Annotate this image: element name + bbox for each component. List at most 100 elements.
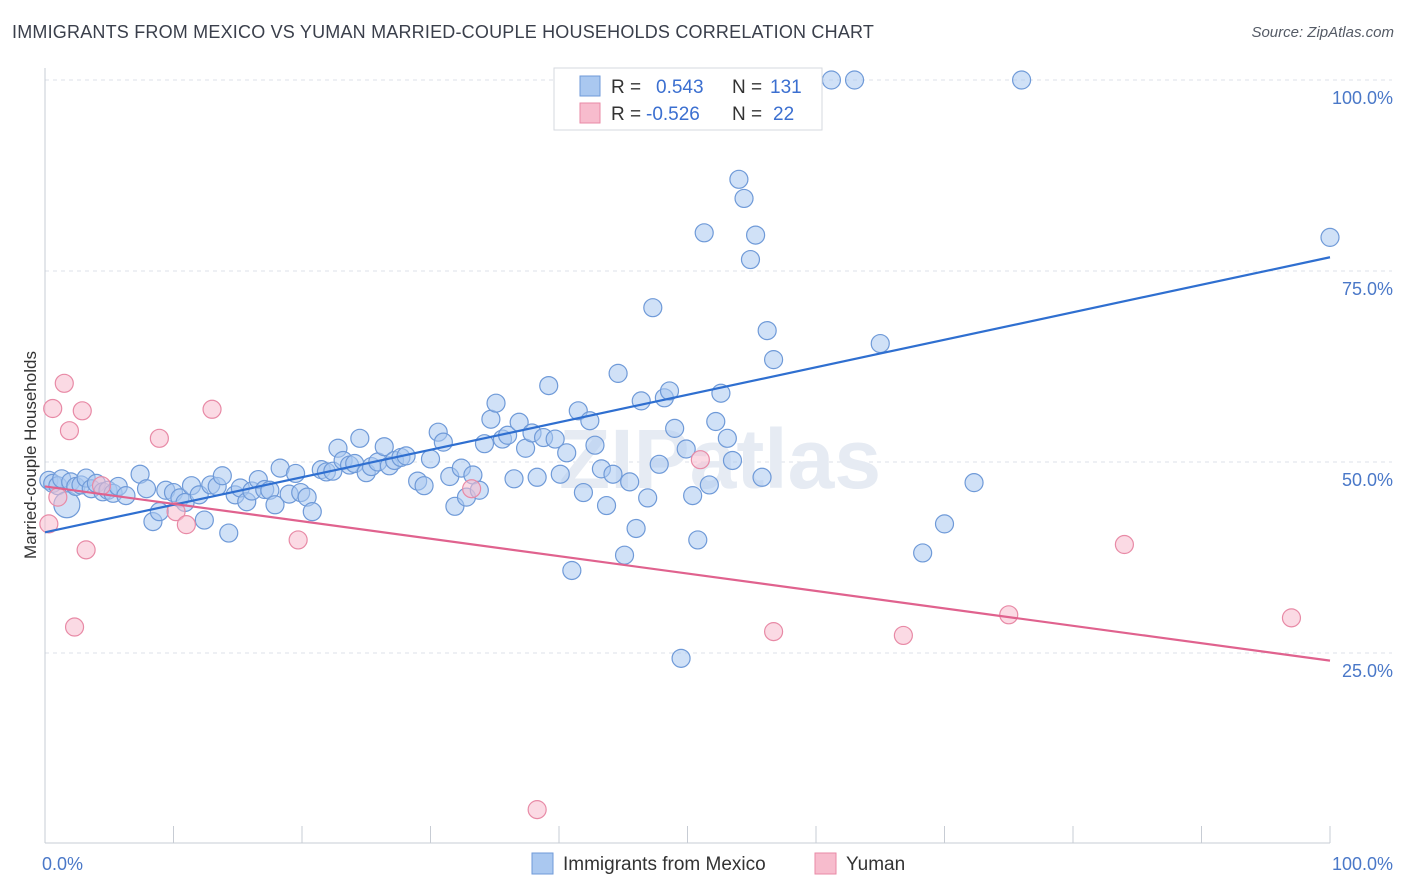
mexico-point-125 [844,70,865,90]
stats-n-value-pink: 22 [773,104,794,125]
yuman-point-9 [149,428,169,448]
stats-legend-swatch-blue [579,75,601,97]
mexico-point-105 [665,418,685,438]
mexico-point-116 [729,169,749,189]
y-tick-label-1: 50.0% [1342,470,1393,490]
mexico-point-81 [527,467,547,487]
x-tick-label-1: 100.0% [1332,854,1393,874]
legend-swatch-immigrants-from-mexico [531,852,554,875]
axes [44,68,1331,844]
mexico-point-114 [717,428,737,448]
yuman-point-17 [763,622,784,642]
trend-line-yuman [44,485,1331,662]
mexico-point-131 [1320,227,1340,247]
mexico-point-17 [136,479,157,499]
stats-n-label-pink: N = [732,104,762,125]
yuman-point-12 [202,399,222,419]
mexico-point-129 [964,473,984,493]
mexico-point-126 [870,333,890,354]
x-tick-label-0: 0.0% [42,854,83,874]
mexico-point-85 [550,464,570,484]
yuman-point-11 [176,515,196,535]
trend-line-immigrants-from-mexico [44,256,1331,534]
mexico-point-87 [562,560,582,581]
stats-n-label-blue: N = [732,77,762,98]
mexico-point-98 [626,518,646,539]
yuman-point-16 [690,450,710,470]
stats-legend-swatch-pink [579,102,601,124]
trend-lines [44,256,1331,662]
yuman-point-6 [72,401,92,421]
mexico-point-44 [302,502,322,522]
stats-r-label-blue: R = [611,77,641,98]
mexico-point-99 [631,391,651,411]
legend-swatch-yuman [814,852,837,875]
mexico-point-63 [420,449,441,469]
y-tick-label-2: 75.0% [1342,279,1393,299]
mexico-point-128 [934,514,955,534]
yuman-point-10 [166,502,186,522]
mexico-point-86 [557,443,577,463]
mexico-point-122 [763,350,784,370]
mexico-point-111 [699,475,719,495]
mexico-point-120 [752,467,772,487]
yuman-point-3 [54,373,74,393]
mexico-point-97 [620,472,640,492]
mexico-point-26 [194,510,214,530]
y-axis-title: Married-couple Households [21,351,40,559]
mexico-point-38 [265,495,285,515]
grid-lines [45,79,1392,654]
mexico-point-89 [573,482,594,503]
stats-r-label-pink: R = [611,104,641,125]
chart-source: Source: ZipAtlas.com [1251,24,1394,41]
mexico-point-106 [671,648,691,668]
yuman-point-7 [76,540,96,560]
mexico-point-74 [486,393,506,413]
mexico-point-29 [212,466,232,486]
stats-r-value-blue: 0.543 [656,77,704,98]
mexico-point-96 [614,545,635,565]
mexico-point-95 [608,363,628,383]
mexico-point-62 [414,476,434,496]
mexico-point-117 [734,188,754,209]
legend-label-yuman: Yuman [846,854,905,875]
mexico-point-94 [603,464,623,484]
mexico-point-73 [481,409,501,429]
mexico-point-121 [757,320,777,341]
mexico-point-124 [821,70,842,90]
yuman-point-19 [999,605,1019,625]
yuman-point-14 [462,479,482,499]
mexico-point-102 [649,454,669,474]
yuman-point-4 [59,421,80,441]
yuman-point-18 [893,625,913,646]
mexico-point-101 [643,298,663,318]
yuman-point-0 [39,514,59,534]
mexico-point-107 [676,439,696,459]
mexico-point-108 [683,486,703,506]
yuman-point-13 [288,530,308,550]
mexico-point-104 [659,381,680,401]
mexico-point-77 [504,469,524,489]
mexico-point-56 [374,437,394,457]
yuman-point-8 [91,476,112,496]
yuman-point-1 [43,398,63,419]
yuman-point-21 [1281,608,1302,628]
series-immigrants-from-mexico [39,70,1340,668]
y-tick-label-3: 100.0% [1332,88,1393,108]
stats-r-value-pink: -0.526 [646,104,700,125]
series-legend: Immigrants from Mexico Yuman [531,852,905,875]
chart-title: IMMIGRANTS FROM MEXICO VS YUMAN MARRIED-… [12,22,875,42]
yuman-point-15 [527,800,547,820]
mexico-point-109 [688,530,708,550]
series-yuman [39,373,1302,820]
mexico-point-119 [746,225,766,245]
legend-label-immigrants-from-mexico: Immigrants from Mexico [563,854,766,875]
stats-n-value-blue: 131 [770,77,802,98]
y-tick-label-0: 25.0% [1342,661,1393,681]
stats-legend: R = 0.543 N = 131 R = -0.526 N = 22 [553,67,823,131]
mexico-point-93 [596,495,617,516]
mexico-point-52 [350,428,370,448]
tick-labels: 25.0% 50.0% 75.0% 100.0% 0.0% 100.0% [42,88,1393,874]
yuman-point-2 [48,487,68,507]
